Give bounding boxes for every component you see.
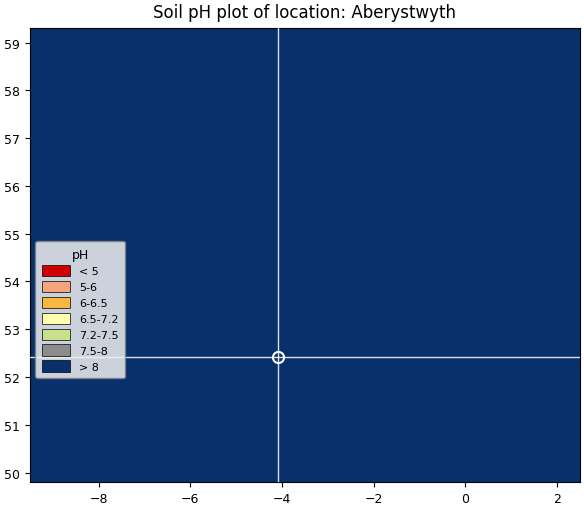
- Title: Soil pH plot of location: Aberystwyth: Soil pH plot of location: Aberystwyth: [154, 4, 456, 22]
- Legend: < 5, 5-6, 6-6.5, 6.5-7.2, 7.2-7.5, 7.5-8, > 8: < 5, 5-6, 6-6.5, 6.5-7.2, 7.2-7.5, 7.5-8…: [36, 241, 125, 379]
